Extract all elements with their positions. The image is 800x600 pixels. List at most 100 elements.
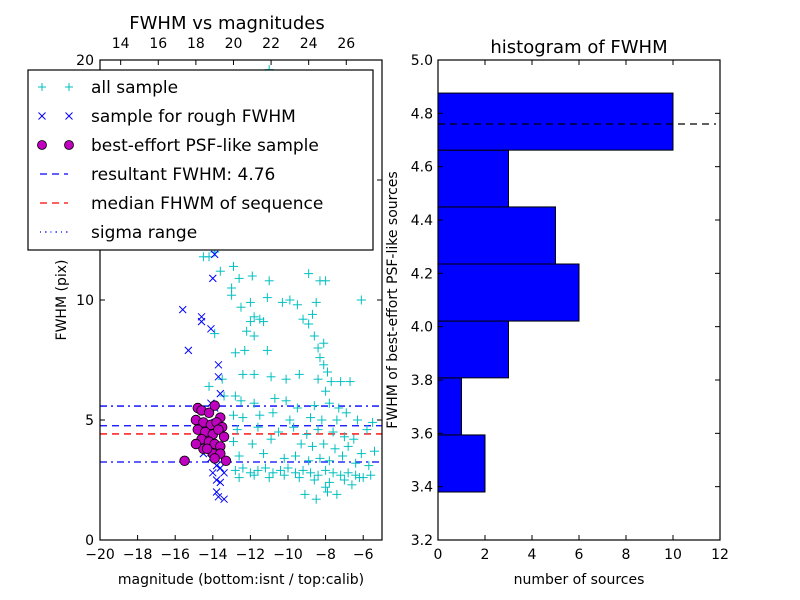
point-all-sample (322, 367, 332, 377)
histogram-x-tick-label: 6 (575, 547, 584, 563)
histogram-bar (437, 263, 580, 322)
point-all-sample (369, 446, 379, 456)
point-all-sample (324, 477, 334, 487)
point-all-sample (255, 314, 265, 324)
point-all-sample (228, 261, 238, 271)
point-rough-sample (210, 250, 219, 259)
point-all-sample (347, 480, 357, 490)
x-b (197, 317, 206, 326)
point-all-sample (270, 393, 280, 403)
point-all-sample (227, 290, 237, 300)
histogram-y-tick-label: 3.4 (411, 480, 433, 496)
legend-label: sigma range (91, 223, 197, 243)
point-psf-sample (220, 455, 232, 467)
point-all-sample (204, 381, 214, 391)
point-all-sample (249, 470, 259, 480)
legend-plus-icon (65, 83, 73, 91)
point-all-sample (230, 348, 240, 358)
point-all-sample (313, 343, 323, 353)
point-all-sample (236, 396, 246, 406)
legend-frame (27, 69, 374, 251)
point-all-sample (260, 463, 270, 473)
point-all-sample (339, 475, 349, 485)
point-all-sample (291, 451, 301, 461)
point-all-sample (217, 374, 227, 384)
x-b (178, 305, 187, 314)
point-rough-sample (220, 495, 228, 504)
point-all-sample (285, 295, 295, 305)
scatter-top-tick-label: 24 (300, 36, 318, 52)
point-all-sample (249, 369, 259, 379)
point-all-sample (319, 360, 329, 370)
point-all-sample (311, 494, 321, 504)
scatter-x-tick-label: −16 (160, 547, 190, 563)
point-all-sample (334, 403, 344, 413)
point-all-sample (315, 453, 325, 463)
x-b (207, 324, 215, 333)
point-rough-sample (214, 360, 223, 369)
legend-x-icon (38, 112, 46, 120)
point-all-sample (275, 465, 285, 475)
point-rough-sample (220, 468, 228, 477)
point-all-sample (245, 317, 255, 327)
point-all-sample (281, 374, 291, 384)
point-all-sample (228, 410, 238, 420)
legend-x-icon (65, 112, 73, 120)
legend-entry: all sample (38, 78, 178, 98)
point-psf-sample (203, 407, 215, 419)
legend-entry: best-effort PSF-like sample (37, 136, 319, 156)
point-all-sample (302, 429, 312, 439)
point-all-sample (279, 470, 289, 480)
point-all-sample (215, 266, 225, 276)
point-all-sample (230, 465, 240, 475)
point-all-sample (259, 449, 269, 459)
point-all-sample (219, 391, 229, 401)
point-all-sample (339, 432, 349, 442)
point-psf-sample (190, 438, 202, 450)
point-rough-sample (212, 476, 221, 484)
point-all-sample (292, 300, 302, 310)
point-all-sample (313, 470, 323, 480)
legend-label: resultant FWHM: 4.76 (91, 165, 275, 185)
histogram-y-tick-label: 4.4 (411, 213, 433, 229)
x-b (220, 468, 228, 477)
point-all-sample (294, 369, 304, 379)
scatter-y-tick-label: 20 (76, 53, 94, 69)
point-rough-sample (207, 324, 215, 333)
point-all-sample (366, 470, 376, 480)
histogram-x-tick-label: 8 (622, 547, 631, 563)
point-all-sample (338, 451, 348, 461)
x-b (184, 346, 193, 355)
scatter-plot: FWHM vs magnitudes −20 −18 −16 −14 −12 −10 −8−… (27, 13, 383, 588)
point-all-sample (307, 309, 317, 319)
histogram-x-tick-label: 12 (711, 547, 729, 563)
point-all-sample (321, 465, 331, 475)
x-b (210, 250, 219, 259)
scatter-top-tick-label: 18 (187, 36, 205, 52)
scatter-y-tick-label: 0 (85, 533, 94, 549)
point-all-sample (238, 413, 248, 423)
point-rough-sample (208, 468, 217, 477)
histogram-y-tick-label: 4.2 (411, 266, 433, 282)
point-all-sample (313, 374, 323, 384)
point-all-sample (234, 273, 244, 283)
point-all-sample (245, 297, 255, 307)
histogram-bar (437, 434, 486, 493)
scatter-x-tick-label: −20 (85, 547, 115, 563)
point-all-sample (266, 372, 276, 382)
scatter-top-tick-label: 26 (337, 36, 355, 52)
point-all-sample (345, 377, 355, 387)
scatter-y-axis-label: FWHM (pix) (54, 260, 70, 341)
point-all-sample (238, 369, 248, 379)
legend-entry: sample for rough FWHM (38, 107, 296, 127)
point-all-sample (249, 331, 259, 341)
scatter-x-axis-label: magnitude (bottom:isnt / top:calib) (118, 572, 364, 588)
legend-circle-icon (64, 140, 74, 150)
point-all-sample (368, 417, 378, 427)
point-all-sample (336, 377, 346, 387)
histogram-x-tick-label: 2 (481, 547, 490, 563)
legend-entry: resultant FWHM: 4.76 (40, 165, 275, 185)
legend-plus-icon (38, 83, 46, 91)
point-all-sample (315, 353, 325, 363)
scatter-y-tick-label: 5 (85, 413, 94, 429)
